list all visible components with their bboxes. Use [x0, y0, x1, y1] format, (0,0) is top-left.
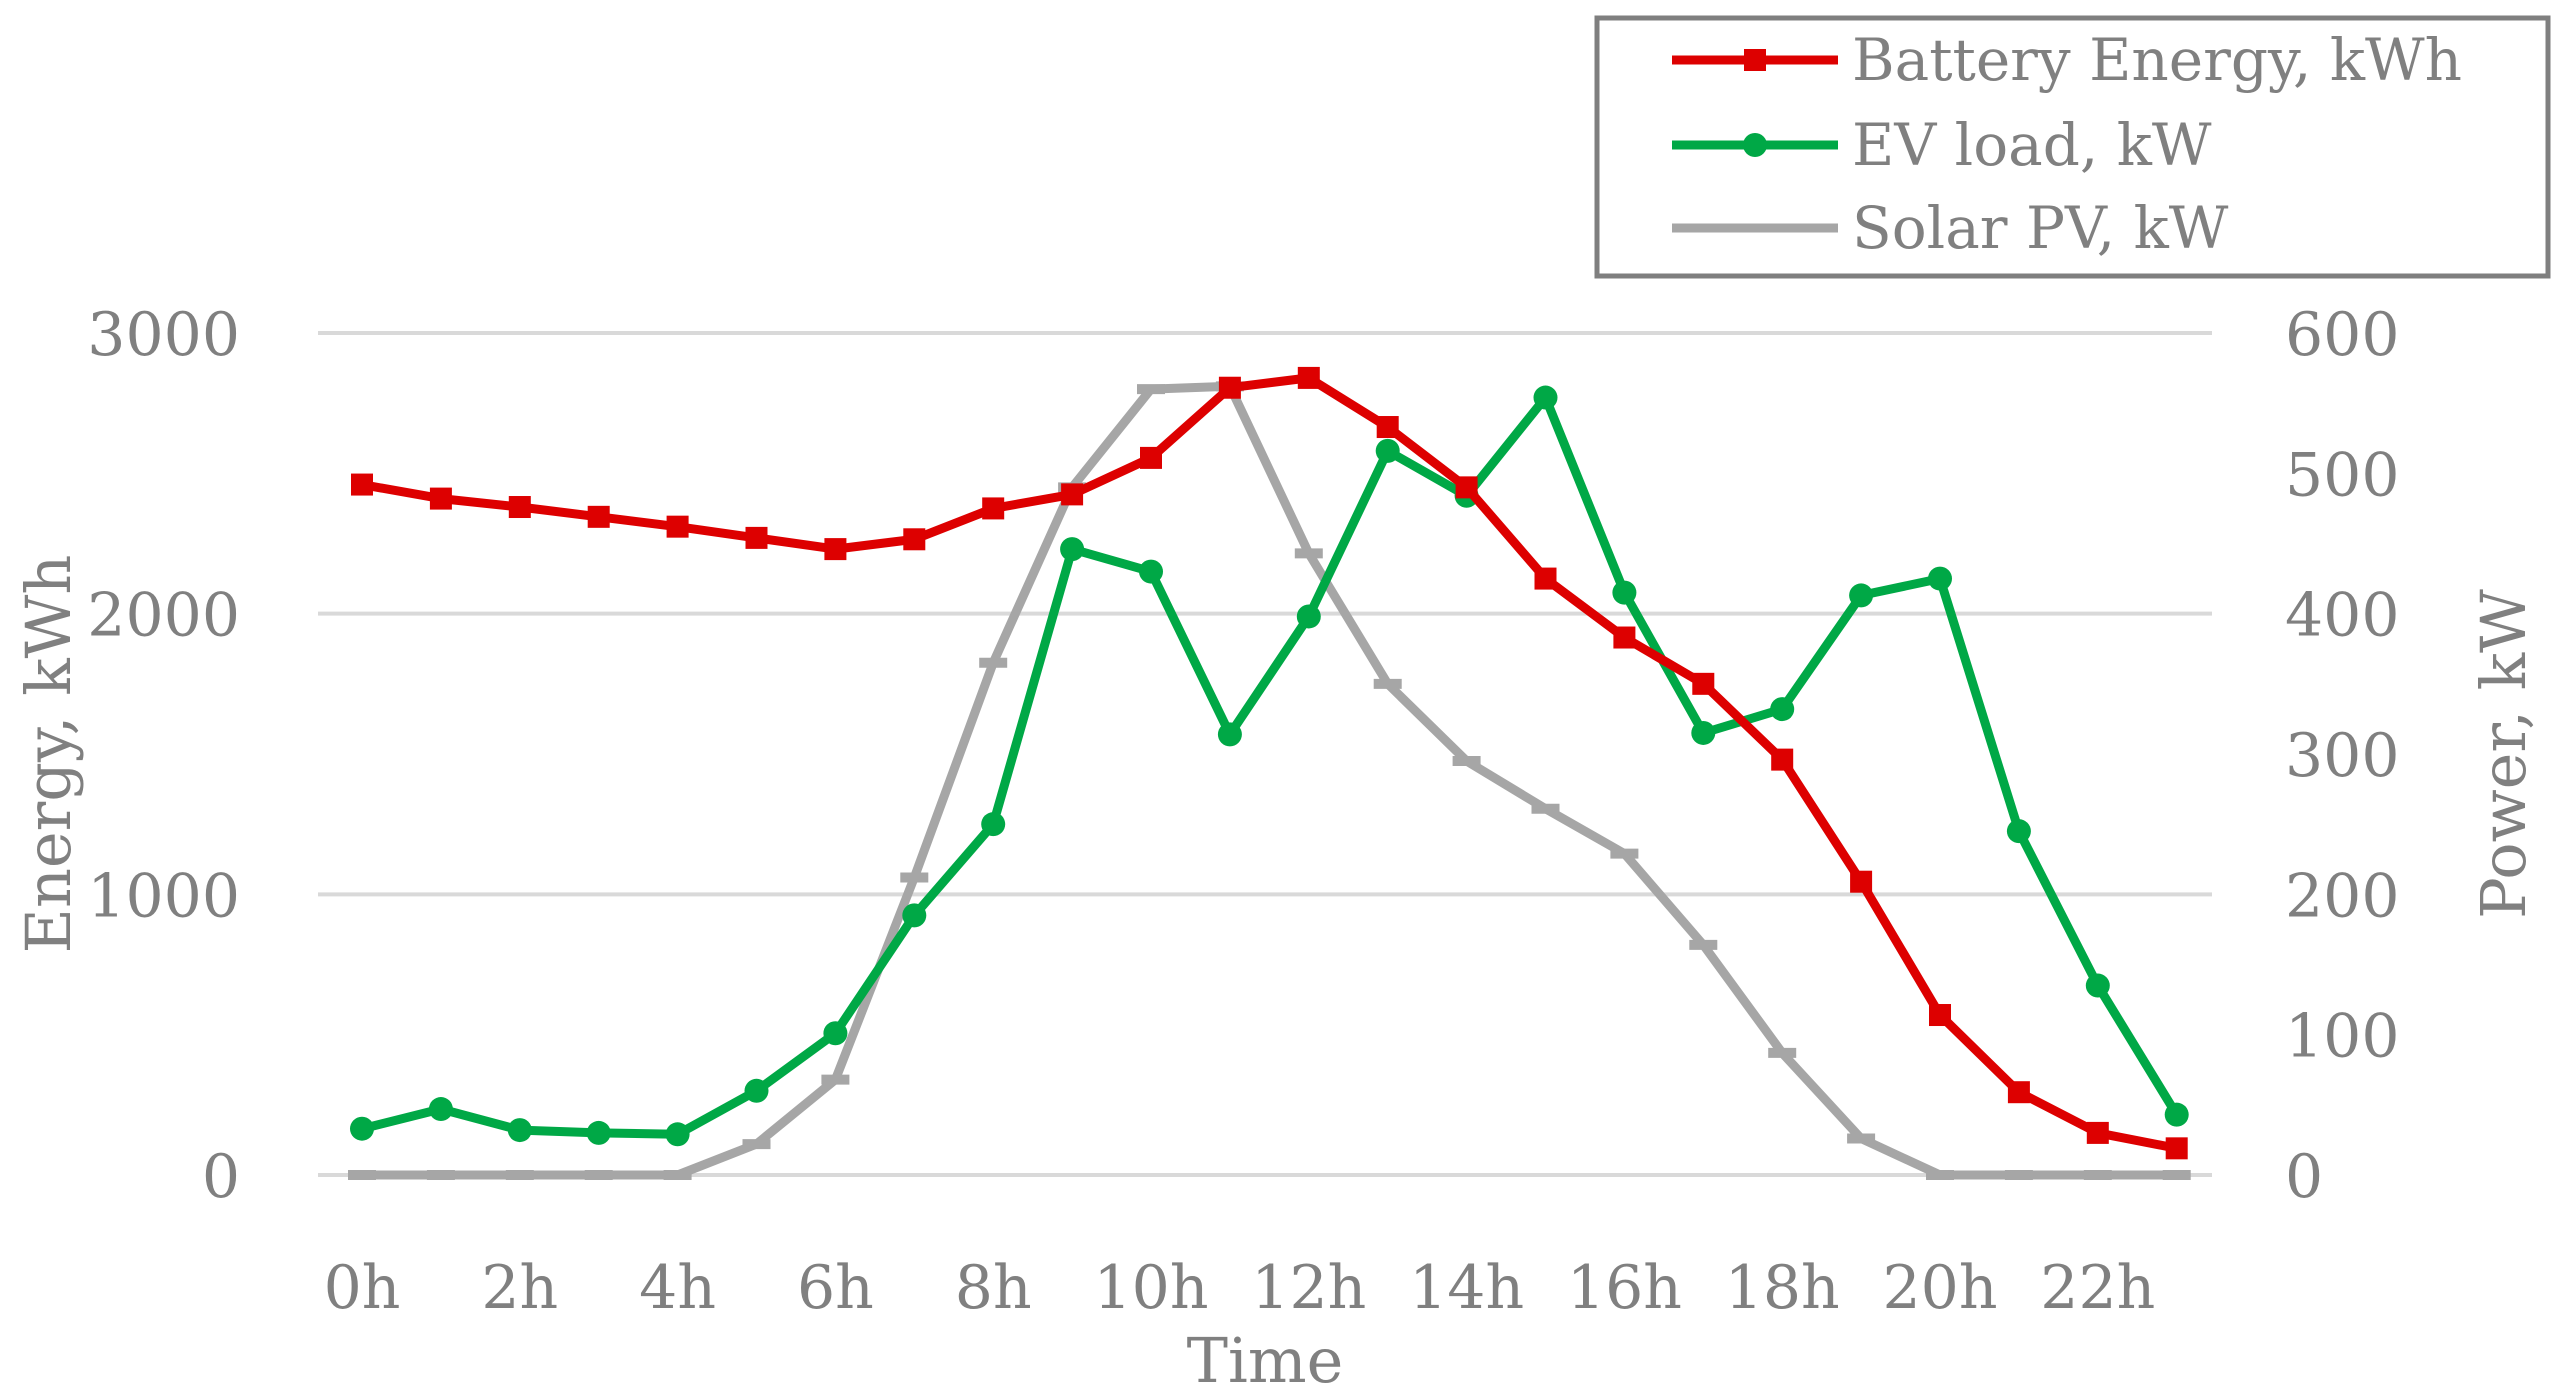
x-tick-label: 4h — [639, 1253, 716, 1323]
y-right-tick-label: 200 — [2285, 861, 2400, 931]
legend-marker — [1743, 133, 1767, 157]
data-point — [1770, 697, 1795, 722]
x-tick-label: 20h — [1883, 1253, 1998, 1323]
x-tick-label: 14h — [1409, 1253, 1524, 1323]
data-point — [428, 1097, 453, 1122]
data-point — [1928, 566, 1952, 591]
data-point — [745, 526, 768, 549]
data-point — [587, 505, 610, 528]
series-ev-load-kw — [350, 385, 2189, 1147]
data-point — [351, 473, 373, 496]
data-point — [824, 538, 847, 561]
legend-item: Battery Energy, kWh — [1672, 26, 2462, 94]
data-point — [982, 497, 1005, 520]
y-right-tick-label: 0 — [2285, 1142, 2323, 1212]
data-point — [1061, 483, 1084, 506]
legend-label: Solar PV, kW — [1852, 194, 2229, 262]
data-point — [1139, 559, 1163, 584]
data-point — [2085, 973, 2110, 998]
data-point — [1533, 385, 1558, 410]
data-point — [665, 1122, 690, 1147]
data-point — [508, 496, 531, 519]
data-point — [1376, 416, 1399, 439]
x-tick-label: 0h — [324, 1253, 401, 1323]
series-line — [357, 373, 2182, 1153]
data-point — [823, 1021, 848, 1046]
x-tick-label: 18h — [1725, 1253, 1840, 1323]
x-tick-label: 6h — [797, 1253, 874, 1323]
data-point — [1060, 537, 1085, 562]
x-tick-label: 2h — [481, 1253, 558, 1323]
legend-item: Solar PV, kW — [1672, 194, 2229, 262]
data-point — [666, 515, 689, 538]
series-battery-energy-kwh — [351, 366, 2188, 1160]
series-line — [357, 393, 2182, 1139]
axes: 0 1000 2000 3000 0 100 200 300 400 500 600 0h 2h 4h 6h… — [12, 300, 2540, 1397]
data-point — [1534, 567, 1557, 590]
legend-label: EV load, kW — [1852, 111, 2212, 179]
data-point — [1850, 870, 1873, 893]
y-right-tick-label: 500 — [2285, 440, 2400, 510]
data-point — [2007, 1081, 2030, 1104]
data-point — [1297, 366, 1320, 389]
y-left-tick-label: 2000 — [87, 581, 240, 651]
data-point — [350, 1116, 374, 1141]
y-right-tick-label: 100 — [2285, 1002, 2400, 1072]
data-point — [507, 1118, 532, 1143]
data-point — [2086, 1121, 2109, 1144]
data-point — [2006, 819, 2031, 844]
x-axis-title: Time — [1187, 1324, 1344, 1397]
data-point — [1613, 626, 1636, 649]
data-point — [2164, 1102, 2189, 1127]
data-point — [1612, 580, 1637, 605]
legend-marker — [1744, 49, 1766, 71]
data-point — [1849, 583, 1874, 608]
data-point — [902, 903, 927, 928]
x-tick-label: 16h — [1567, 1253, 1682, 1323]
data-point — [1375, 438, 1400, 463]
data-point — [1218, 376, 1241, 399]
y-right-axis-title: Power, kW — [2467, 589, 2540, 919]
y-left-tick-label: 0 — [202, 1142, 240, 1212]
x-tick-label: 22h — [2040, 1253, 2155, 1323]
data-point — [1692, 672, 1715, 695]
data-point — [1296, 604, 1321, 629]
data-point — [1771, 748, 1794, 771]
data-point — [429, 487, 452, 510]
y-left-tick-label: 1000 — [87, 861, 240, 931]
x-tick-label: 12h — [1251, 1253, 1366, 1323]
series — [348, 366, 2191, 1180]
data-point — [1691, 720, 1716, 745]
y-right-tick-label: 300 — [2285, 721, 2400, 791]
x-tick-label: 10h — [1094, 1253, 1209, 1323]
data-point — [1217, 722, 1242, 747]
data-point — [2165, 1137, 2188, 1160]
y-right-tick-label: 600 — [2285, 300, 2400, 370]
data-point — [744, 1078, 769, 1103]
series-solar-pv-kw — [348, 381, 2191, 1180]
series-line — [357, 381, 2182, 1180]
data-point — [1455, 476, 1478, 499]
data-point — [1140, 446, 1162, 469]
data-point — [586, 1120, 611, 1145]
y-left-tick-label: 3000 — [87, 300, 240, 370]
legend-item: EV load, kW — [1672, 111, 2212, 179]
x-tick-label: 8h — [955, 1253, 1032, 1323]
legend: Battery Energy, kWh EV load, kW Solar PV, … — [1594, 15, 2551, 279]
y-right-tick-label: 400 — [2285, 581, 2400, 651]
gridlines — [318, 331, 2212, 1177]
legend-label: Battery Energy, kWh — [1852, 26, 2462, 94]
y-left-axis-title: Energy, kWh — [12, 555, 85, 954]
data-point — [903, 528, 926, 551]
data-point — [981, 812, 1006, 837]
data-point — [1929, 1004, 1951, 1027]
